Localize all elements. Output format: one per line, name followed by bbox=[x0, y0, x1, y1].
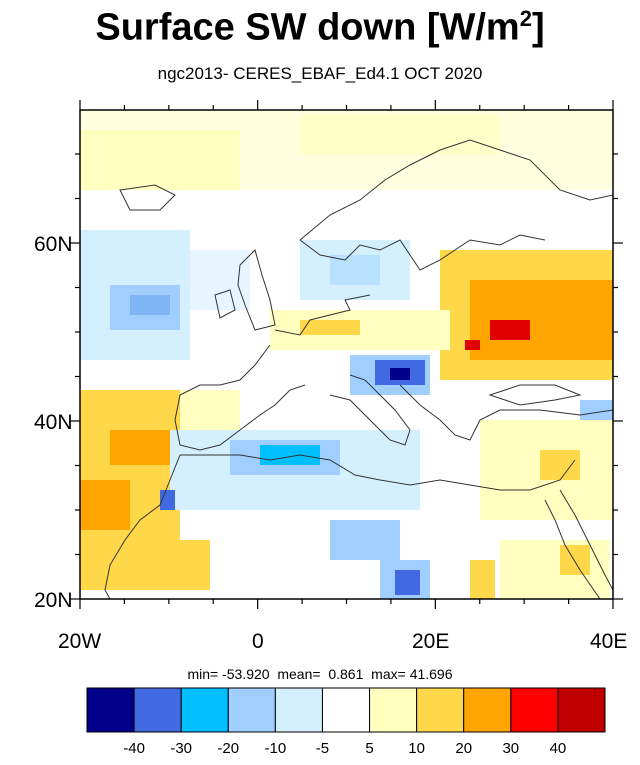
field-patch bbox=[170, 540, 210, 590]
colorbar-swatch bbox=[463, 687, 512, 733]
coastline-black-sea bbox=[488, 384, 582, 406]
coastline-balkans bbox=[399, 384, 613, 441]
stats-max-label: max= bbox=[371, 666, 406, 682]
field-patch bbox=[330, 255, 380, 285]
lon-label-40e: 40E bbox=[590, 630, 628, 653]
stats-mean-value: 0.861 bbox=[328, 666, 364, 682]
field-patch bbox=[540, 450, 580, 480]
field-patch bbox=[560, 545, 590, 575]
stats-max-value: 41.696 bbox=[409, 666, 453, 682]
stats-line: min= -53.920 mean= 0.861 max= 41.696 bbox=[0, 666, 640, 682]
colorbar-swatch bbox=[321, 687, 371, 733]
colorbar-label: 40 bbox=[549, 740, 567, 757]
colorbar-swatch bbox=[416, 687, 465, 733]
colorbar-label: -40 bbox=[123, 740, 145, 757]
map-subtitle: ngc2013- CERES_EBAF_Ed4.1 OCT 2020 bbox=[157, 64, 483, 83]
colorbar-swatch bbox=[133, 687, 182, 733]
stats-min-value: -53.920 bbox=[222, 666, 270, 682]
colorbar-swatch bbox=[557, 687, 606, 733]
field-patch bbox=[465, 340, 480, 350]
field-patch bbox=[80, 130, 240, 190]
field-patch bbox=[110, 430, 170, 465]
field-patch bbox=[500, 540, 610, 599]
colorbar-label: -5 bbox=[315, 740, 330, 757]
field-patch bbox=[80, 480, 130, 530]
field-patch bbox=[490, 320, 530, 340]
coastlines bbox=[104, 139, 613, 599]
coastline-west-africa bbox=[104, 454, 181, 599]
field-patch bbox=[190, 250, 250, 310]
stats-mean-label: mean= bbox=[277, 666, 321, 682]
colorbar-label: 30 bbox=[502, 740, 520, 757]
field-patch bbox=[470, 560, 495, 599]
colorbar-label: -20 bbox=[217, 740, 240, 757]
coastline-north-africa bbox=[180, 454, 576, 491]
colorbar-label: -10 bbox=[264, 740, 287, 757]
title-superscript: 2 bbox=[519, 6, 532, 31]
colorbar-swatch bbox=[227, 687, 276, 733]
field-patch bbox=[330, 520, 400, 560]
stats-min-label: min= bbox=[187, 666, 219, 682]
coastline-red-sea bbox=[544, 499, 601, 599]
map-title: Surface SW down [W/m2] bbox=[95, 6, 545, 49]
lat-label-40n: 40N bbox=[34, 411, 73, 434]
colorbar-swatch bbox=[86, 687, 135, 733]
colorbar-swatch bbox=[180, 687, 229, 733]
colorbar-swatch bbox=[510, 687, 559, 733]
coastline-scandinavia bbox=[299, 139, 613, 241]
field-patch bbox=[300, 320, 360, 335]
field-patch bbox=[180, 390, 240, 430]
coastline-europe-west bbox=[274, 294, 371, 336]
lon-label-20w: 20W bbox=[58, 630, 102, 653]
colorbar-swatch bbox=[274, 687, 323, 733]
colorbar bbox=[86, 687, 606, 733]
colorbar-label: 5 bbox=[365, 740, 374, 757]
coastline-italy bbox=[329, 374, 411, 446]
coastline-arabia bbox=[559, 489, 613, 591]
anomaly-field bbox=[80, 110, 613, 599]
coastline-ireland bbox=[214, 289, 236, 319]
coastline-norway bbox=[299, 234, 546, 271]
field-patch bbox=[130, 295, 170, 315]
colorbar-label: 20 bbox=[455, 740, 473, 757]
lon-label-0: 0 bbox=[252, 630, 264, 653]
axis-ticks bbox=[70, 100, 623, 609]
colorbar-swatch bbox=[369, 687, 418, 733]
coastline-britain bbox=[237, 249, 276, 331]
lon-label-20e: 20E bbox=[412, 630, 450, 653]
field-patch bbox=[260, 445, 320, 465]
lat-label-20n: 20N bbox=[34, 589, 73, 612]
colorbar-label: 10 bbox=[408, 740, 425, 757]
field-patch bbox=[300, 115, 500, 155]
field-patch bbox=[395, 570, 420, 595]
coastline-iceland bbox=[119, 184, 176, 211]
colorbar-label: -30 bbox=[170, 740, 193, 757]
field-patch bbox=[390, 368, 410, 380]
lat-label-60n: 60N bbox=[34, 233, 73, 256]
field-patch bbox=[580, 400, 613, 420]
coastline-biscay bbox=[174, 344, 306, 451]
